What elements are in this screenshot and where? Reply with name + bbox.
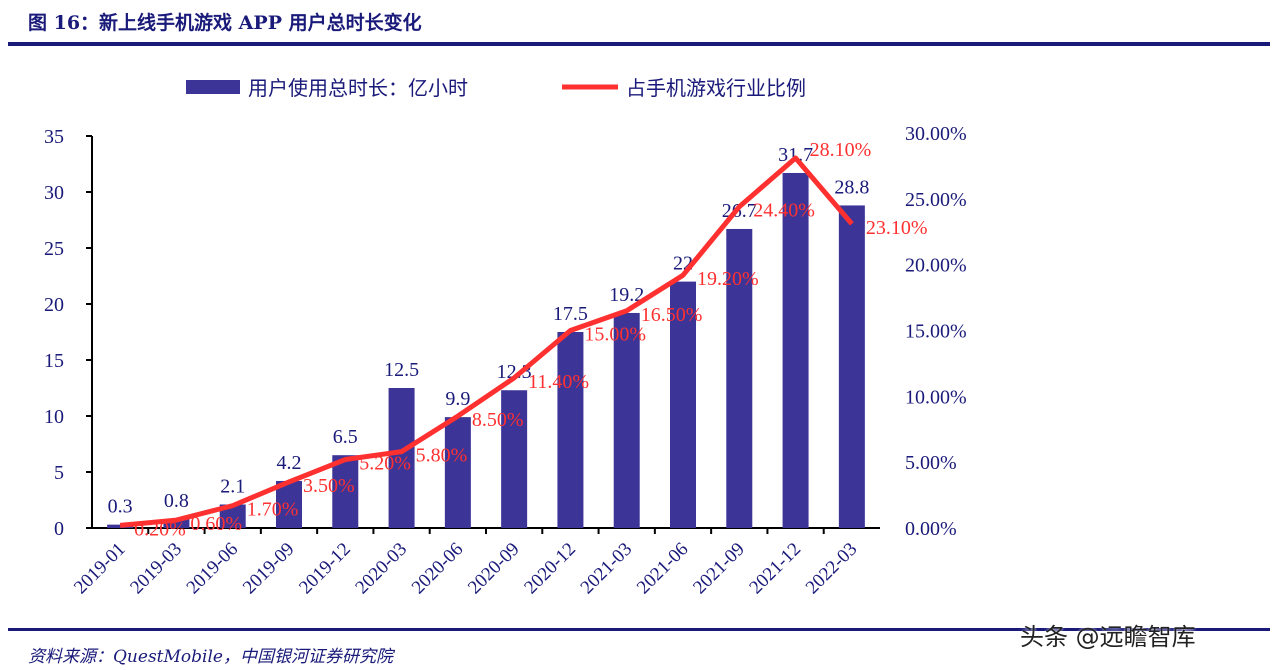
bar: [670, 281, 696, 528]
right-tick-label: 25.00%: [905, 189, 967, 211]
line-label: 23.10%: [866, 217, 928, 239]
line-label: 0.20%: [134, 518, 186, 540]
left-tick-label: 10: [44, 406, 64, 428]
x-tick-label: 2019-03: [126, 539, 186, 599]
footer-divider: [8, 628, 1270, 631]
source-note: 资料来源：QuestMobile，中国银河证券研究院: [28, 647, 393, 667]
bar-label: 6.5: [333, 426, 358, 448]
bar-label: 31.7: [778, 144, 813, 166]
bar-label: 9.9: [445, 388, 470, 410]
left-tick-label: 20: [44, 294, 64, 316]
x-tick-label: 2021-09: [689, 539, 749, 599]
right-tick-label: 20.00%: [905, 255, 967, 277]
right-tick-label: 0.00%: [905, 518, 957, 540]
bar-label: 19.2: [609, 284, 644, 306]
bar-label: 12.5: [384, 359, 419, 381]
bar-label: 28.8: [834, 176, 869, 198]
bar-label: 17.5: [553, 303, 588, 325]
bar: [501, 390, 528, 528]
line-label: 15.00%: [584, 324, 646, 346]
left-tick-label: 25: [44, 238, 64, 260]
x-tick-label: 2022-03: [802, 539, 862, 599]
line-label: 0.60%: [190, 513, 242, 535]
x-tick-label: 2020-06: [408, 539, 468, 599]
x-tick-label: 2019-09: [239, 539, 299, 599]
x-tick-label: 2021-06: [633, 539, 693, 599]
bar: [276, 480, 302, 528]
bar: [726, 228, 753, 528]
bar: [613, 312, 640, 528]
left-tick-label: 5: [54, 462, 64, 484]
x-tick-label: 2020-03: [351, 539, 411, 599]
figure-title: 图 16：新上线手机游戏 APP 用户总时长变化: [28, 12, 422, 34]
right-tick-label: 15.00%: [905, 321, 967, 343]
line-label: 1.70%: [247, 499, 299, 521]
legend-bar-swatch: [186, 80, 240, 94]
left-tick-label: 35: [44, 126, 64, 148]
x-tick-label: 2020-12: [520, 539, 580, 599]
bar-label: 12.3: [497, 361, 532, 383]
bar-label: 0.3: [108, 496, 133, 518]
bar: [388, 388, 415, 528]
bar: [557, 332, 584, 528]
legend-line-label: 占手机游戏行业比例: [626, 77, 806, 100]
right-tick-label: 30.00%: [905, 123, 967, 145]
line-label: 11.40%: [528, 371, 589, 393]
bar: [444, 417, 471, 528]
line-series: [119, 155, 854, 528]
bar-label: 0.8: [164, 490, 189, 512]
x-tick-label: 2019-06: [183, 539, 243, 599]
bar: [782, 172, 809, 528]
right-tick-label: 5.00%: [905, 452, 957, 474]
watermark: 头条 @远瞻智库: [1020, 623, 1196, 651]
bar: [838, 205, 865, 528]
bar: [163, 519, 190, 528]
title-divider: [8, 42, 1270, 46]
line-label: 28.10%: [810, 139, 872, 161]
x-tick-label: 2019-01: [70, 539, 130, 599]
bar-label: 2.1: [220, 475, 245, 497]
line-label: 8.50%: [472, 409, 524, 431]
legend-bar-label: 用户使用总时长：亿小时: [248, 77, 468, 100]
bar-label: 4.2: [277, 452, 302, 474]
right-tick-label: 10.00%: [905, 386, 967, 408]
line-label: 3.50%: [303, 475, 355, 497]
x-tick-label: 2021-03: [577, 539, 637, 599]
left-tick-label: 15: [44, 350, 64, 372]
left-tick-label: 0: [54, 518, 64, 540]
line-label: 16.50%: [641, 304, 703, 326]
bar: [219, 504, 246, 528]
x-tick-label: 2019-12: [295, 539, 355, 599]
line-label: 24.40%: [753, 200, 815, 222]
x-tick-label: 2021-12: [745, 539, 805, 599]
line-label: 5.80%: [416, 445, 468, 467]
bar: [332, 455, 359, 528]
left-tick-label: 30: [44, 182, 64, 204]
bar: [107, 524, 134, 528]
line-label: 5.20%: [359, 453, 411, 475]
line-label: 19.20%: [697, 268, 759, 290]
x-tick-label: 2020-09: [464, 539, 524, 599]
